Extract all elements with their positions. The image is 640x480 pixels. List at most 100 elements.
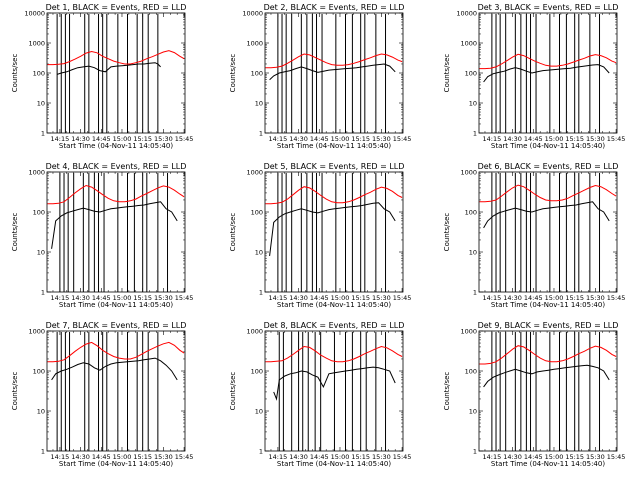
x-tick-label: 15:15 — [351, 294, 370, 302]
y-tick-label: 10 — [255, 249, 263, 257]
x-tick-label: 15:45 — [607, 135, 626, 143]
y-tick-label: 10 — [255, 408, 263, 416]
y-axis-label: Counts/sec — [443, 213, 451, 252]
x-tick-label: 15:15 — [133, 453, 152, 461]
y-tick-label: 1 — [259, 130, 263, 138]
y-tick-label: 1 — [259, 448, 263, 456]
x-tick-label: 14:30 — [289, 135, 308, 143]
y-tick-label: 1000 — [28, 40, 45, 48]
x-tick-label: 15:30 — [154, 135, 173, 143]
lld-series-line — [479, 184, 617, 203]
y-tick-label: 100 — [33, 209, 45, 217]
x-tick-label: 14:45 — [310, 135, 329, 143]
x-tick-label: 15:15 — [565, 294, 584, 302]
x-axis-label: Start Time (04-Nov-11 14:05:40) — [491, 142, 605, 150]
y-axis-label: Counts/sec — [443, 372, 451, 411]
x-axis-label: Start Time (04-Nov-11 14:05:40) — [59, 142, 173, 150]
y-axis-label: Counts/sec — [443, 54, 451, 93]
panel-title: Det 9, BLACK = Events, RED = LLD — [478, 321, 619, 330]
y-tick-label: 100 — [251, 368, 263, 376]
y-axis-label: Counts/sec — [229, 54, 237, 93]
y-tick-label: 1000 — [246, 40, 263, 48]
x-tick-label: 15:00 — [113, 135, 132, 143]
x-tick-label: 15:45 — [175, 294, 194, 302]
x-tick-label: 14:30 — [503, 453, 522, 461]
y-axis-label: Counts/sec — [11, 54, 19, 93]
x-tick-label: 15:30 — [372, 453, 391, 461]
y-tick-label: 10000 — [456, 10, 477, 18]
x-tick-label: 15:30 — [372, 135, 391, 143]
x-tick-label: 14:30 — [289, 453, 308, 461]
y-tick-label: 10 — [469, 100, 477, 108]
x-tick-label: 14:30 — [289, 294, 308, 302]
y-tick-label: 100 — [33, 70, 45, 78]
x-tick-label: 15:00 — [113, 453, 132, 461]
lld-series-line — [265, 345, 403, 363]
x-tick-label: 14:45 — [92, 453, 111, 461]
events-series-line — [483, 201, 610, 229]
x-tick-label: 15:30 — [586, 294, 605, 302]
y-tick-label: 1 — [41, 448, 45, 456]
y-tick-label: 10 — [469, 249, 477, 257]
lld-series-line — [265, 53, 403, 69]
y-tick-label: 1000 — [28, 169, 45, 177]
x-tick-label: 15:45 — [393, 294, 412, 302]
plot-frame — [46, 171, 186, 293]
x-tick-label: 15:00 — [331, 294, 350, 302]
lld-series-line — [47, 341, 185, 363]
panel-title: Det 6, BLACK = Events, RED = LLD — [478, 162, 619, 171]
lld-series-line — [265, 186, 403, 205]
x-axis-label: Start Time (04-Nov-11 14:05:40) — [59, 460, 173, 468]
lld-series-line — [47, 184, 185, 205]
panel-title: Det 3, BLACK = Events, RED = LLD — [478, 3, 619, 12]
x-tick-label: 15:45 — [393, 453, 412, 461]
panel-title: Det 7, BLACK = Events, RED = LLD — [46, 321, 187, 330]
x-tick-label: 15:15 — [133, 294, 152, 302]
y-tick-label: 10 — [255, 100, 263, 108]
x-tick-label: 15:30 — [154, 453, 173, 461]
y-tick-label: 1 — [473, 289, 477, 297]
events-series-line — [483, 364, 610, 388]
y-tick-label: 1 — [41, 289, 45, 297]
x-tick-label: 15:15 — [351, 453, 370, 461]
x-tick-label: 14:15 — [483, 294, 502, 302]
plot-frame — [478, 330, 618, 452]
y-tick-label: 10 — [37, 100, 45, 108]
y-tick-label: 10000 — [24, 10, 45, 18]
y-tick-label: 1000 — [460, 40, 477, 48]
x-tick-label: 15:15 — [565, 453, 584, 461]
x-axis-label: Start Time (04-Nov-11 14:05:40) — [277, 460, 391, 468]
x-tick-label: 14:15 — [483, 135, 502, 143]
x-tick-label: 15:15 — [565, 135, 584, 143]
events-series-line — [51, 201, 178, 249]
x-tick-label: 15:45 — [393, 135, 412, 143]
y-tick-label: 100 — [465, 70, 477, 78]
plot-frame — [478, 171, 618, 293]
y-tick-label: 10 — [37, 249, 45, 257]
x-tick-label: 15:15 — [351, 135, 370, 143]
y-axis-label: Counts/sec — [11, 213, 19, 252]
x-axis-label: Start Time (04-Nov-11 14:05:40) — [491, 301, 605, 309]
y-tick-label: 1000 — [460, 328, 477, 336]
panel-det-8: Det 8, BLACK = Events, RED = LLD 14:15 14:… — [229, 321, 411, 468]
x-tick-label: 14:15 — [269, 294, 288, 302]
x-tick-label: 14:15 — [269, 453, 288, 461]
panel-title: Det 8, BLACK = Events, RED = LLD — [264, 321, 405, 330]
plot-frame — [46, 330, 186, 452]
x-tick-label: 15:30 — [586, 135, 605, 143]
x-tick-label: 14:45 — [92, 135, 111, 143]
x-tick-label: 15:30 — [586, 453, 605, 461]
y-axis-label: Counts/sec — [11, 372, 19, 411]
x-tick-label: 15:00 — [545, 453, 564, 461]
plot-frame — [264, 330, 404, 452]
x-tick-label: 14:30 — [71, 135, 90, 143]
y-tick-label: 1 — [473, 448, 477, 456]
x-tick-label: 14:45 — [92, 294, 111, 302]
x-tick-label: 14:15 — [269, 135, 288, 143]
x-tick-label: 15:30 — [154, 294, 173, 302]
